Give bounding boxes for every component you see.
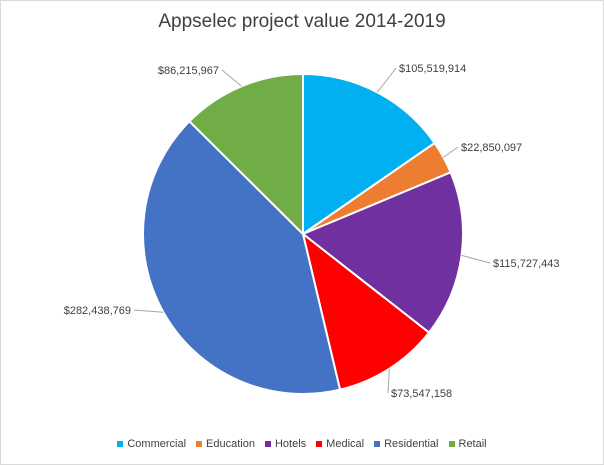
pie-slice-commercial[interactable]: [302, 72, 437, 236]
legend-swatch-commercial: [117, 441, 124, 447]
leader-line-hotels: [461, 254, 491, 264]
legend-item-commercial[interactable]: Commercial: [117, 438, 186, 450]
legend-swatch-retail: [448, 441, 455, 447]
data-label-hotels: $115,727,443: [493, 258, 559, 270]
leader-line-medical: [387, 368, 390, 394]
legend-swatch-education: [196, 441, 203, 447]
legend-item-medical[interactable]: Medical: [316, 438, 364, 450]
leader-line-commercial: [376, 67, 397, 93]
data-label-education: $22,850,097: [461, 142, 522, 154]
chart-title: Appselec project value 2014-2019: [158, 11, 446, 32]
legend-item-residential[interactable]: Residential: [374, 438, 439, 450]
pie-slice-residential[interactable]: [142, 119, 342, 395]
pie-slice-retail[interactable]: [188, 72, 304, 237]
data-label-residential: $282,438,769: [64, 305, 131, 317]
legend-swatch-medical: [316, 441, 323, 447]
legend-label-medical: Medical: [326, 438, 365, 450]
legend-label-retail: Retail: [458, 438, 487, 450]
legend-item-education[interactable]: Education: [196, 438, 255, 450]
legend-item-hotels[interactable]: Hotels: [264, 438, 307, 450]
data-label-retail: $86,215,967: [158, 65, 219, 77]
pie-slice-hotels[interactable]: [301, 171, 464, 335]
legend-item-retail[interactable]: Retail: [448, 438, 487, 450]
data-label-medical: $73,547,158: [391, 388, 452, 400]
legend-label-commercial: Commercial: [127, 438, 187, 450]
leader-line-residential: [133, 309, 164, 313]
legend-swatch-residential: [374, 441, 381, 447]
leader-line-education: [443, 146, 459, 158]
chart-legend: Commercial Education Hotels Medical Resident…: [1, 438, 603, 450]
legend-label-residential: Residential: [384, 438, 439, 450]
legend-label-hotels: Hotels: [274, 438, 307, 450]
data-label-commercial: $105,519,914: [399, 63, 466, 75]
leader-line-retail: [221, 69, 242, 87]
pie-slice-medical[interactable]: [301, 231, 431, 391]
legend-label-education: Education: [206, 438, 255, 450]
legend-swatch-hotels: [264, 441, 271, 447]
